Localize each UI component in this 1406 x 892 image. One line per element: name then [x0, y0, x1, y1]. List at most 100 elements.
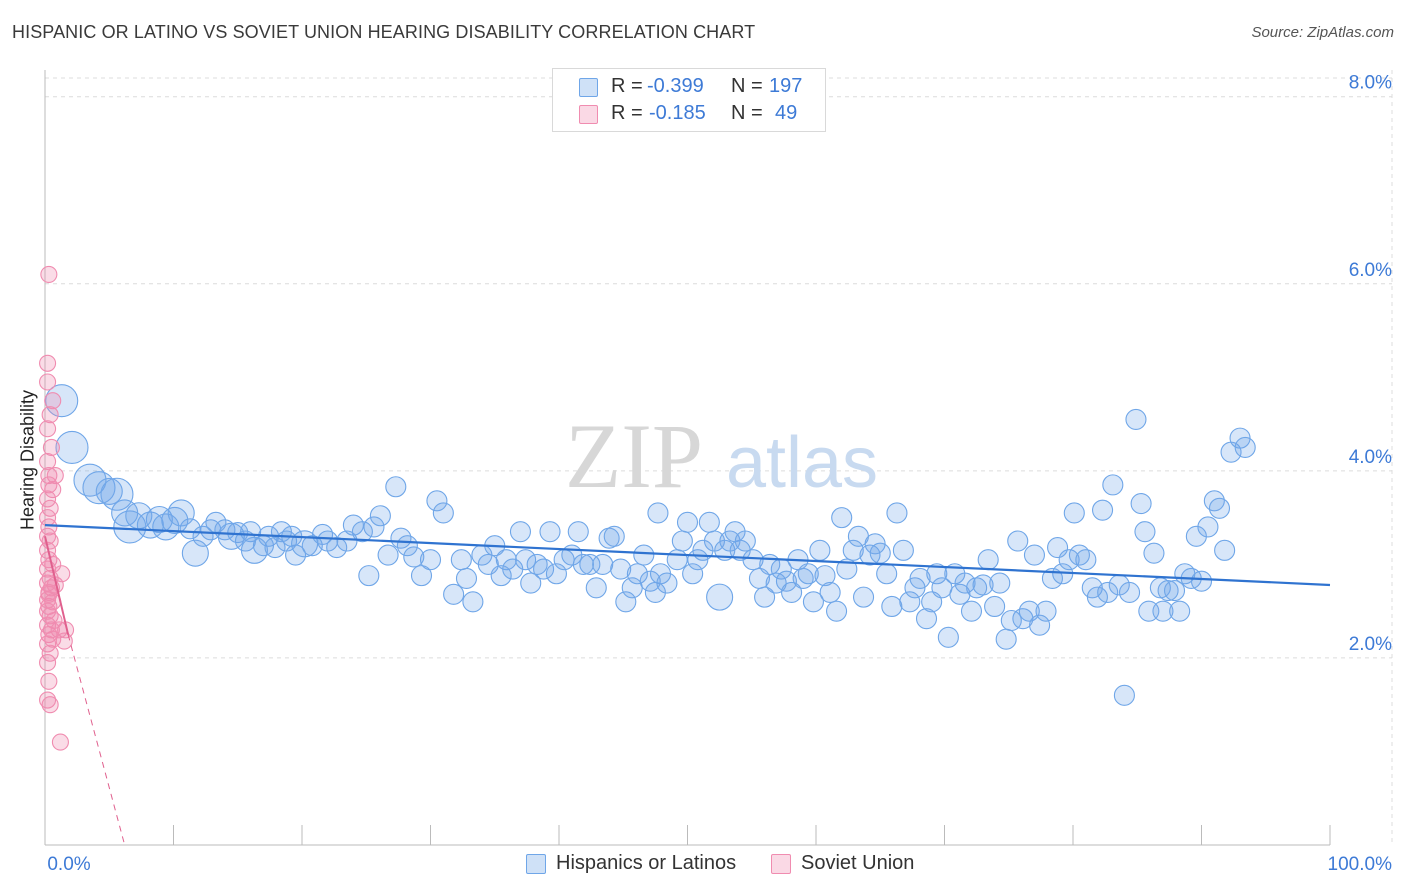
data-point-hispanics [819, 581, 841, 604]
data-point-hispanics [1157, 580, 1179, 602]
data-point-hispanics [626, 563, 648, 585]
data-point-hispanics [515, 549, 537, 571]
data-point-hispanics [377, 544, 399, 566]
data-point-hispanics [1058, 549, 1080, 571]
data-point-hispanics [490, 565, 512, 587]
bottom-legend-label: Soviet Union [801, 852, 915, 874]
data-point-hispanics [285, 544, 307, 566]
data-point-hispanics [455, 567, 478, 589]
data-point-hispanics [610, 558, 632, 580]
data-point-soviet [39, 602, 57, 620]
data-point-soviet [40, 672, 58, 690]
data-point-soviet [41, 696, 59, 714]
data-point-hispanics [1163, 580, 1186, 602]
data-point-soviet [40, 265, 58, 283]
data-point-hispanics [1118, 581, 1141, 604]
data-point-hispanics [1092, 499, 1114, 521]
legend-n-label: N = [731, 102, 763, 124]
data-point-hispanics [82, 471, 116, 505]
data-point-hispanics [926, 563, 948, 585]
data-point-hispanics [509, 521, 532, 543]
source-label: Source: ZipAtlas.com [1251, 24, 1394, 41]
data-point-hispanics [358, 565, 380, 587]
data-point-hispanics [95, 477, 123, 505]
data-point-soviet [41, 406, 59, 424]
data-point-hispanics [1234, 436, 1256, 459]
data-point-soviet [39, 452, 57, 471]
data-point-hispanics [579, 553, 601, 575]
data-point-hispanics [676, 511, 699, 533]
data-point-hispanics [426, 490, 448, 512]
data-point-hispanics [410, 565, 433, 587]
data-point-hispanics [742, 549, 764, 571]
data-point-hispanics [1035, 600, 1057, 622]
data-point-hispanics [363, 516, 385, 538]
data-point-hispanics [1023, 544, 1045, 566]
data-point-soviet [39, 354, 57, 372]
data-point-hispanics [603, 525, 625, 547]
data-point-hispanics [826, 600, 848, 622]
data-point-hispanics [1197, 516, 1219, 538]
data-point-hispanics [881, 595, 903, 618]
legend-n-value: 49 [775, 102, 798, 124]
data-point-hispanics [754, 586, 776, 608]
data-point-hispanics [892, 539, 914, 561]
data-point-soviet [55, 632, 73, 650]
data-point-hispanics [240, 521, 262, 543]
y-tick-label: 8.0% [1349, 73, 1392, 94]
data-point-hispanics [1152, 600, 1174, 622]
data-point-hispanics [656, 572, 678, 594]
data-point-hispanics [666, 549, 688, 571]
data-point-soviet [42, 438, 60, 457]
data-point-hispanics [403, 546, 425, 568]
legend-r-value: -0.399 [647, 75, 704, 97]
bottom-legend-swatch-blue [526, 854, 546, 874]
data-point-hispanics [592, 553, 614, 575]
data-point-soviet [39, 654, 57, 672]
data-point-hispanics [1086, 586, 1108, 608]
legend-r-label: R = [611, 75, 643, 97]
x-tick-label-min: 0.0% [47, 854, 90, 875]
data-point-hispanics [937, 626, 959, 648]
data-point-hispanics [1125, 408, 1147, 430]
data-point-hispanics [1113, 684, 1135, 706]
data-point-hispanics [1214, 539, 1236, 561]
data-point-hispanics [179, 518, 201, 540]
data-point-hispanics [539, 521, 561, 543]
legend-r-label: R = [611, 102, 643, 124]
data-point-hispanics [55, 430, 89, 465]
watermark-zip: ZIP [565, 405, 703, 507]
data-point-hispanics [876, 563, 898, 585]
legend-r-value: -0.185 [649, 102, 706, 124]
data-point-soviet [44, 392, 62, 410]
data-point-hispanics [915, 608, 938, 630]
trend-line-soviet-extension [67, 634, 126, 846]
data-point-hispanics [450, 549, 472, 571]
x-tick-label-max: 100.0% [1328, 854, 1393, 875]
data-point-hispanics [1063, 502, 1085, 524]
data-point-hispanics [977, 549, 999, 571]
data-point-hispanics [836, 558, 858, 580]
correlation-legend: R = -0.399 N = 197 R = -0.185 N = 49 [552, 68, 826, 132]
data-point-hispanics [1208, 497, 1231, 519]
data-point-hispanics [682, 563, 704, 585]
data-point-soviet [39, 420, 57, 438]
axes [44, 70, 1331, 846]
data-point-hispanics [1007, 530, 1029, 552]
data-point-hispanics [1041, 567, 1063, 589]
legend-n-label: N = [731, 75, 763, 97]
legend-n-value: 197 [769, 75, 803, 97]
trend-line-hispanics [44, 524, 1331, 587]
data-point-hispanics [443, 583, 465, 605]
chart-title: HISPANIC OR LATINO VS SOVIET UNION HEARI… [12, 22, 756, 42]
data-point-hispanics [671, 530, 693, 552]
data-point-hispanics [1143, 542, 1165, 564]
data-point-hispanics [972, 574, 994, 596]
data-point-hispanics [852, 586, 875, 608]
data-point-hispanics [802, 591, 824, 613]
data-point-hispanics [734, 530, 756, 552]
data-point-hispanics [1169, 600, 1191, 622]
data-point-hispanics [781, 581, 803, 604]
data-point-hispanics [949, 583, 971, 605]
data-point-soviet [44, 481, 62, 499]
